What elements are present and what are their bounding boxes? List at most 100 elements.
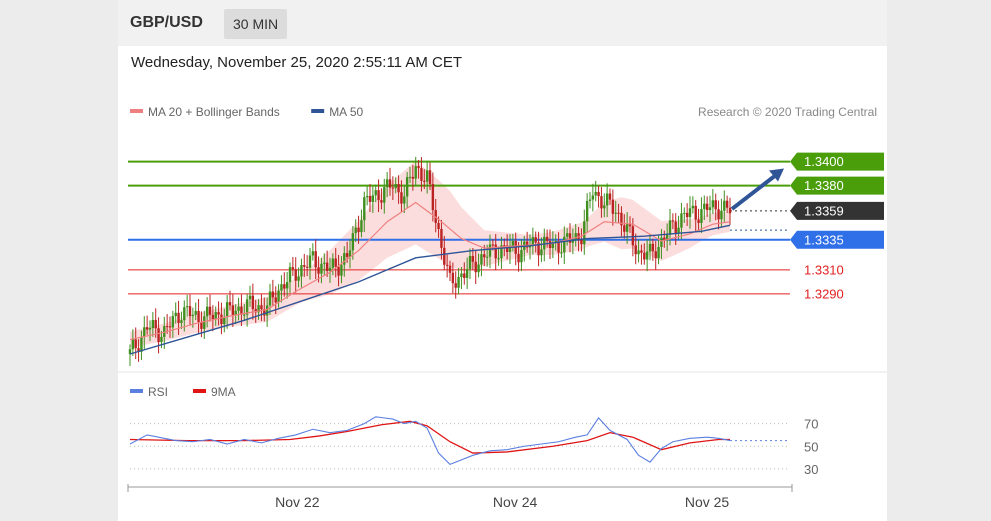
candle-body <box>471 256 475 262</box>
candle-body <box>183 307 186 321</box>
ma50-line <box>129 224 731 355</box>
timeframe-badge[interactable]: 30 MIN <box>224 9 288 39</box>
candle-body <box>585 200 589 222</box>
candle-body <box>494 244 497 259</box>
candle-body <box>377 190 380 201</box>
candle-body <box>614 212 617 214</box>
candle-body <box>128 349 132 354</box>
rsi-legend-9ma: 9MA <box>211 385 236 399</box>
chart-card: GBP/USD 30 MIN Wednesday, November 25, 2… <box>118 0 887 521</box>
candle-body <box>548 240 552 249</box>
candle-body <box>177 312 180 323</box>
candle-body <box>520 249 523 263</box>
candle-body <box>171 316 175 328</box>
candle-body <box>568 233 572 243</box>
rsi-legend-rsi: RSI <box>148 385 168 399</box>
candle-body <box>503 245 506 247</box>
candle-body <box>543 236 546 250</box>
candle-body <box>423 180 426 182</box>
candle-body <box>651 243 655 252</box>
candle-body <box>574 233 577 241</box>
level-tag-1.3400 <box>790 152 884 171</box>
candle-body <box>480 254 483 265</box>
candle-body <box>345 253 349 257</box>
legend-swatch <box>130 109 143 113</box>
candle-body <box>460 273 463 278</box>
candle-body <box>594 191 597 196</box>
candle-body <box>380 200 383 203</box>
candle-body <box>191 314 195 317</box>
candle-body <box>700 209 703 223</box>
level-tag-label: 1.3380 <box>804 178 844 193</box>
candle-body <box>623 225 626 232</box>
candle-body <box>477 264 480 273</box>
forecast-arrow-shaft <box>730 171 780 211</box>
rsi-level-label-50: 50 <box>804 439 818 454</box>
candle-body <box>663 237 666 241</box>
candle-body <box>457 277 460 288</box>
candle-body <box>583 221 586 245</box>
candle-body <box>434 210 437 223</box>
candle-body <box>463 273 466 278</box>
candle-body <box>625 223 629 232</box>
candle-body <box>263 309 266 316</box>
candle-body <box>628 223 632 227</box>
instrument-title: GBP/USD <box>130 14 203 31</box>
candle-body <box>528 246 532 248</box>
candle-body <box>554 240 557 243</box>
candle-body <box>257 305 260 313</box>
candle-body <box>297 276 300 281</box>
candle-body <box>343 253 346 265</box>
candle-body <box>140 337 143 352</box>
candle-body <box>420 168 423 181</box>
candle-body <box>597 191 600 197</box>
candle-body <box>411 176 415 179</box>
candle-body <box>720 210 723 220</box>
level-tag-label: 1.3290 <box>804 286 844 301</box>
candle-body <box>323 262 326 264</box>
candle-body <box>474 261 477 273</box>
candle-body <box>414 166 417 179</box>
candle-body <box>217 312 220 315</box>
candle-body <box>405 177 409 197</box>
candle-body <box>274 297 277 303</box>
candle-body <box>631 226 635 246</box>
candle-body <box>560 252 563 254</box>
candle-body <box>660 237 663 247</box>
candle-body <box>143 327 146 338</box>
candle-body <box>308 255 312 268</box>
candle-body <box>605 193 609 206</box>
candle-body <box>285 282 289 289</box>
candle-body <box>208 306 212 315</box>
candle-body <box>725 200 729 208</box>
candle-body <box>665 234 669 241</box>
candle-body <box>694 205 697 220</box>
x-tick-Nov-24: Nov 24 <box>493 494 538 510</box>
candle-body <box>228 302 232 306</box>
candle-body <box>440 228 443 248</box>
rsi-ma-line <box>129 420 730 454</box>
candle-body <box>334 258 337 267</box>
candle-body <box>703 203 706 210</box>
candle-body <box>637 250 640 255</box>
candle-body <box>505 245 509 253</box>
candle-body <box>677 227 680 234</box>
candle-body <box>317 267 320 274</box>
candle-body <box>705 203 709 211</box>
candle-body <box>617 212 620 214</box>
candle-body <box>408 176 412 178</box>
candle-body <box>291 267 295 270</box>
candle-body <box>620 212 623 226</box>
candle-body <box>511 240 515 246</box>
candle-body <box>497 258 500 260</box>
candle-body <box>640 250 643 253</box>
legend-ma20: MA 20 + Bollinger Bands <box>148 105 280 119</box>
candle-body <box>303 265 306 267</box>
forecast-arrow-head <box>769 168 784 182</box>
candle-body <box>465 269 469 278</box>
candle-body <box>154 320 157 329</box>
candle-body <box>160 336 163 343</box>
candle-body <box>714 200 717 210</box>
candle-body <box>485 256 489 258</box>
candle-body <box>397 184 400 193</box>
